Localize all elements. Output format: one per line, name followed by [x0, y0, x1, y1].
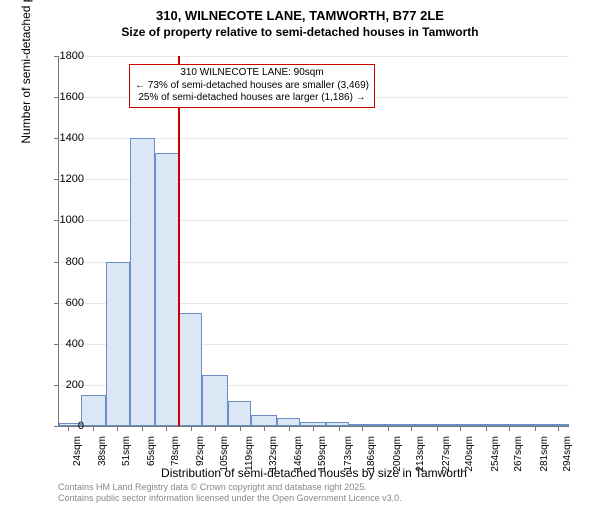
y-tick-label: 0	[44, 420, 84, 432]
y-tick-label: 1800	[44, 50, 84, 62]
x-tick-mark	[313, 426, 314, 431]
histogram-bar	[251, 415, 276, 426]
x-tick-label: 159sqm	[317, 436, 328, 474]
attribution-line: Contains public sector information licen…	[58, 493, 402, 504]
annotation-line: 310 WILNECOTE LANE: 90sqm	[135, 67, 369, 80]
x-tick-mark	[362, 426, 363, 431]
x-tick-mark	[142, 426, 143, 431]
x-tick-label: 186sqm	[366, 436, 377, 474]
y-tick-label: 400	[44, 338, 84, 350]
x-tick-label: 105sqm	[219, 436, 230, 474]
x-tick-mark	[117, 426, 118, 431]
histogram-bar	[277, 418, 301, 426]
x-tick-mark	[289, 426, 290, 431]
x-tick-label: 227sqm	[441, 436, 452, 474]
x-tick-mark	[535, 426, 536, 431]
x-tick-mark	[486, 426, 487, 431]
attribution-text: Contains HM Land Registry data © Crown c…	[58, 482, 402, 505]
y-tick-label: 200	[44, 379, 84, 391]
x-tick-label: 65sqm	[146, 436, 157, 474]
x-tick-mark	[558, 426, 559, 431]
x-tick-mark	[215, 426, 216, 431]
x-tick-mark	[166, 426, 167, 431]
annotation-line: 25% of semi-detached houses are larger (…	[135, 92, 369, 105]
x-tick-label: 281sqm	[539, 436, 550, 474]
histogram-bar	[228, 401, 252, 426]
y-tick-label: 1600	[44, 91, 84, 103]
x-tick-label: 200sqm	[392, 436, 403, 474]
x-tick-mark	[437, 426, 438, 431]
x-tick-mark	[388, 426, 389, 431]
histogram-bar	[202, 375, 227, 426]
x-tick-label: 146sqm	[293, 436, 304, 474]
x-tick-mark	[191, 426, 192, 431]
y-tick-label: 800	[44, 256, 84, 268]
x-tick-mark	[460, 426, 461, 431]
y-tick-label: 1400	[44, 132, 84, 144]
reference-line	[178, 56, 180, 426]
histogram-bar	[81, 395, 106, 426]
x-tick-label: 119sqm	[244, 436, 255, 474]
chart-container: 310, WILNECOTE LANE, TAMWORTH, B77 2LE S…	[0, 8, 600, 508]
x-tick-mark	[339, 426, 340, 431]
y-tick-label: 600	[44, 297, 84, 309]
histogram-bar	[179, 313, 203, 426]
histogram-bar	[155, 153, 179, 426]
x-tick-label: 294sqm	[562, 436, 573, 474]
chart-title: 310, WILNECOTE LANE, TAMWORTH, B77 2LE	[0, 8, 600, 23]
x-tick-mark	[509, 426, 510, 431]
x-tick-label: 173sqm	[343, 436, 354, 474]
annotation-box: 310 WILNECOTE LANE: 90sqm← 73% of semi-d…	[129, 64, 375, 108]
x-tick-label: 254sqm	[490, 436, 501, 474]
x-tick-label: 267sqm	[513, 436, 524, 474]
x-tick-label: 51sqm	[121, 436, 132, 474]
x-tick-label: 78sqm	[170, 436, 181, 474]
chart-subtitle: Size of property relative to semi-detach…	[0, 25, 600, 39]
x-tick-mark	[411, 426, 412, 431]
x-tick-label: 240sqm	[464, 436, 475, 474]
x-tick-mark	[240, 426, 241, 431]
y-axis-label: Number of semi-detached properties	[19, 0, 33, 144]
y-tick-label: 1000	[44, 214, 84, 226]
x-tick-label: 92sqm	[195, 436, 206, 474]
x-tick-label: 24sqm	[72, 436, 83, 474]
attribution-line: Contains HM Land Registry data © Crown c…	[58, 482, 402, 493]
x-tick-label: 38sqm	[97, 436, 108, 474]
histogram-bar	[130, 138, 155, 426]
plot-area: Number of semi-detached properties Distr…	[58, 56, 569, 427]
x-tick-mark	[93, 426, 94, 431]
gridline	[59, 56, 569, 57]
histogram-bar	[106, 262, 130, 426]
y-tick-label: 1200	[44, 173, 84, 185]
annotation-line: ← 73% of semi-detached houses are smalle…	[135, 80, 369, 93]
x-tick-label: 132sqm	[268, 436, 279, 474]
x-tick-label: 213sqm	[415, 436, 426, 474]
x-tick-mark	[264, 426, 265, 431]
